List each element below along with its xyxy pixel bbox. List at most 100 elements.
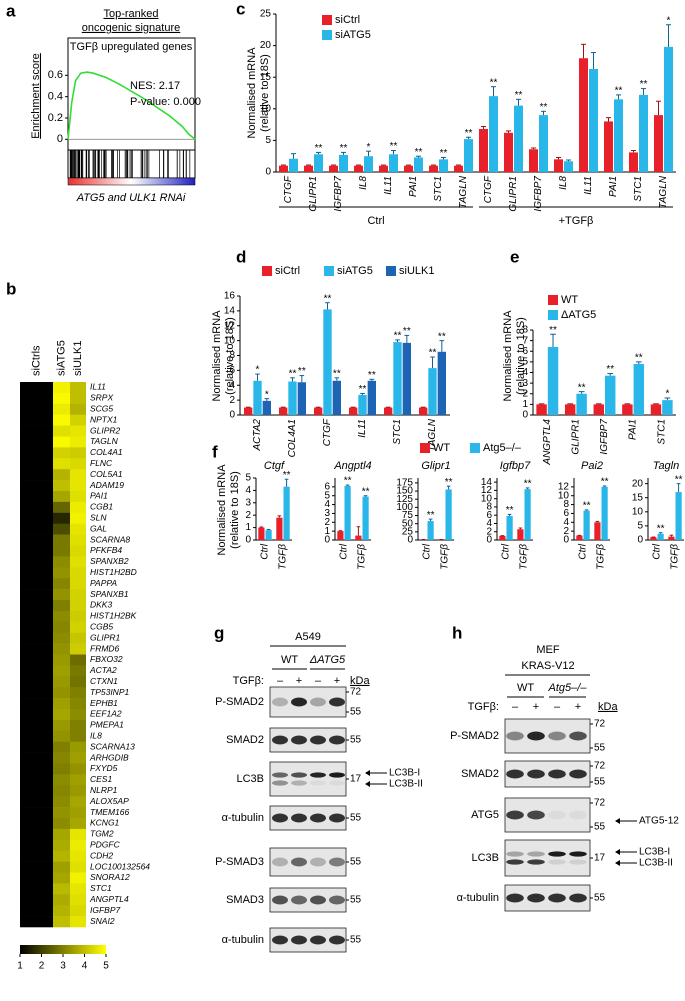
heatmap-cell — [20, 894, 53, 906]
row-label: GAL — [90, 523, 107, 533]
bar — [253, 380, 262, 415]
row-label: SMAD3 — [226, 894, 264, 906]
heatmap-cell — [70, 632, 86, 644]
treatment-label: TGFβ: — [233, 675, 264, 687]
row-label: P-SMAD2 — [215, 696, 264, 708]
bar — [393, 342, 402, 415]
band — [548, 851, 566, 857]
heatmap-cell — [53, 654, 70, 666]
significance: * — [667, 15, 671, 26]
y-tick-label: 8 — [563, 499, 569, 510]
heatmap-cell — [53, 894, 70, 906]
bar — [362, 496, 369, 540]
heatmap-cell — [20, 491, 53, 503]
y-tick-label: 6 — [563, 508, 569, 519]
heatmap-cell — [70, 763, 86, 775]
y-axis-label: Normalised mRNA — [216, 464, 228, 556]
band — [548, 769, 566, 779]
band — [291, 857, 307, 867]
legend-swatch — [470, 443, 480, 453]
y-tick-label: 0 — [229, 410, 235, 421]
arrow-head — [615, 860, 620, 866]
subplot-title: Tagln — [653, 460, 680, 472]
blot — [269, 761, 347, 797]
heatmap-cell — [53, 469, 70, 481]
category-label: TGFβ — [278, 544, 289, 570]
heatmap-cell — [20, 807, 53, 819]
heatmap-cell — [20, 839, 53, 851]
significance: * — [367, 142, 371, 153]
significance: ** — [298, 366, 306, 377]
heatmap-cell — [53, 665, 70, 677]
y-tick-label: 8 — [486, 502, 492, 513]
significance: ** — [615, 86, 623, 97]
heatmap-cell — [70, 741, 86, 753]
band-label: LC3B-I — [389, 768, 420, 779]
panel-label: d — [236, 247, 246, 266]
heatmap-cell — [20, 545, 53, 557]
band — [527, 731, 545, 741]
heatmap-cell — [70, 883, 86, 895]
bar — [589, 68, 598, 172]
heatmap-cell — [20, 916, 53, 928]
panel-label: f — [212, 442, 218, 461]
heatmap-cell — [53, 425, 70, 437]
y-axis-label: (relative to 18S) — [229, 471, 241, 549]
heatmap-cell — [70, 469, 86, 481]
significance: ** — [515, 90, 523, 101]
heatmap-cell — [53, 785, 70, 797]
y-tick-label: 2 — [229, 395, 235, 406]
heatmap-cell — [53, 436, 70, 448]
bar — [629, 152, 638, 172]
y-tick-label: 2 — [563, 526, 569, 537]
bar — [622, 404, 633, 415]
heatmap-cell — [20, 719, 53, 732]
significance: ** — [362, 486, 370, 497]
category-label: Ctrl — [339, 543, 350, 559]
y-tick-label: 2 — [486, 526, 492, 537]
bar — [499, 535, 506, 540]
y-tick-label: 14 — [481, 477, 493, 488]
cell-line: KRAS-V12 — [521, 660, 574, 672]
y-axis-label: (relative to 18S) — [259, 54, 271, 132]
bar — [576, 535, 583, 540]
heatmap-cell — [70, 916, 86, 928]
heatmap-cell — [53, 414, 70, 426]
heatmap-cell — [70, 894, 86, 906]
y-tick-label: 20 — [632, 478, 644, 489]
heatmap-cell — [70, 610, 86, 623]
y-tick-label: 5 — [265, 135, 271, 146]
band — [506, 859, 524, 865]
band — [527, 810, 545, 820]
significance: ** — [315, 143, 323, 154]
bar — [657, 533, 664, 540]
arrow-head — [615, 818, 620, 824]
y-tick-label: 0 — [563, 535, 569, 546]
row-label: ALOX5AP — [89, 796, 129, 806]
significance: ** — [427, 510, 435, 521]
heatmap-cell — [20, 752, 53, 764]
y-tick-label: 0 — [407, 535, 413, 546]
band — [272, 772, 288, 778]
panel-label: a — [6, 1, 16, 20]
kda-label: 55 — [350, 935, 362, 946]
bar — [504, 132, 513, 172]
row-label: FRMD6 — [90, 643, 120, 653]
blot — [504, 839, 591, 877]
legend-label: WT — [433, 442, 450, 454]
category-label: PAI1 — [628, 419, 639, 440]
heatmap-cell — [53, 523, 70, 535]
category-label: Ctrl — [260, 543, 271, 559]
heatmap-cell — [70, 654, 86, 666]
heatmap-cell — [53, 447, 70, 459]
subplot-title: Angptl4 — [333, 460, 371, 472]
band — [329, 772, 345, 778]
significance: ** — [583, 501, 591, 512]
bar — [654, 115, 663, 172]
row-label: GLIPR1 — [90, 632, 121, 642]
row-label: TAGLN — [90, 436, 119, 446]
row-label: SNAI2 — [90, 916, 115, 926]
group-label: WT — [517, 682, 534, 694]
y-tick-label: 15 — [260, 72, 272, 83]
category-label: STC1 — [433, 176, 444, 202]
